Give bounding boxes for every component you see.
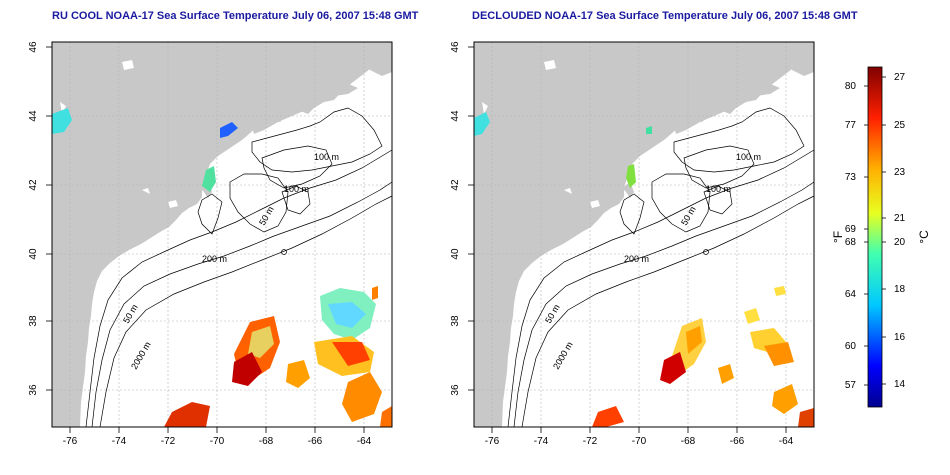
- lat-tick-label: 42: [450, 179, 461, 191]
- c-tick-label: 21: [894, 213, 906, 224]
- lon-tick-label: -76: [485, 436, 500, 447]
- colorbar-scale: [867, 66, 883, 408]
- left-panel-title: RU COOL NOAA-17 Sea Surface Temperature …: [52, 10, 419, 22]
- graticule: [474, 42, 814, 427]
- lon-tick-label: -68: [259, 436, 274, 447]
- fahrenheit-unit-label: °F: [831, 231, 845, 243]
- lat-tick-label: 36: [450, 384, 461, 396]
- c-tick-label: 23: [894, 167, 906, 178]
- c-tick-label: 25: [894, 120, 906, 131]
- lon-tick-label: -72: [583, 436, 598, 447]
- lat-tick-label: 40: [450, 248, 461, 260]
- fahrenheit-ticks: 80 77 73 69 68 64 60 57: [845, 81, 857, 391]
- lat-tick-label: 38: [450, 315, 461, 327]
- lon-tick-label: -74: [534, 436, 549, 447]
- left-lon-axis: -76 -74 -72 -70 -68 -66 -64: [63, 436, 372, 447]
- contour-label: 100 m: [314, 152, 339, 162]
- lon-tick-label: -66: [730, 436, 745, 447]
- map-frame: [473, 41, 815, 428]
- f-tick-label: 57: [845, 380, 857, 391]
- celsius-unit-label: °C: [917, 230, 931, 244]
- lat-tick-label: 40: [28, 248, 39, 260]
- c-tick-label: 20: [894, 237, 906, 248]
- colorbar-tick-marks: [864, 76, 886, 386]
- lon-tick-label: -74: [112, 436, 127, 447]
- c-tick-label: 14: [894, 379, 906, 390]
- contour-label: 200 m: [624, 254, 649, 264]
- right-panel-title: DECLOUDED NOAA-17 Sea Surface Temperatur…: [472, 10, 858, 22]
- f-tick-label: 80: [845, 81, 857, 92]
- lon-tick-label: -64: [357, 436, 372, 447]
- lat-tick-label: 44: [450, 110, 461, 122]
- f-tick-label: 73: [845, 172, 857, 183]
- lon-tick-label: -64: [779, 436, 794, 447]
- right-map-panel: 100 m 100 m 50 m 200 m 50 m 2000 m: [468, 41, 815, 433]
- map-frame: [51, 41, 393, 428]
- lat-tick-label: 38: [28, 315, 39, 327]
- f-tick-label: 68: [845, 237, 857, 248]
- sst-patches: [52, 108, 392, 427]
- f-tick-label: 60: [845, 341, 857, 352]
- lat-tick-label: 44: [28, 110, 39, 122]
- lon-tick-label: -68: [681, 436, 696, 447]
- contour-label: 100 m: [284, 184, 309, 194]
- contour-label: 200 m: [202, 254, 227, 264]
- lat-tick-label: 36: [28, 384, 39, 396]
- sst-patches: [474, 112, 814, 427]
- f-tick-label: 69: [845, 224, 857, 235]
- axis-ticks: [468, 46, 787, 433]
- c-tick-label: 18: [894, 284, 906, 295]
- left-lat-axis: 36 38 40 42 44 46: [28, 41, 39, 396]
- lat-tick-label: 46: [28, 41, 39, 53]
- lon-tick-label: -70: [632, 436, 647, 447]
- contour-label: 100 m: [736, 152, 761, 162]
- c-tick-label: 27: [894, 72, 906, 83]
- right-lon-axis: -76 -74 -72 -70 -68 -66 -64: [485, 436, 794, 447]
- c-tick-label: 16: [894, 332, 906, 343]
- lon-tick-label: -66: [308, 436, 323, 447]
- lat-tick-label: 46: [450, 41, 461, 53]
- left-map-panel: 100 m 100 m 50 m 200 m 50 m 2000 m: [46, 41, 393, 433]
- f-tick-label: 64: [845, 289, 857, 300]
- lon-tick-label: -70: [210, 436, 225, 447]
- contour-label: 100 m: [706, 184, 731, 194]
- lon-tick-label: -76: [63, 436, 78, 447]
- right-lat-axis: 36 38 40 42 44 46: [450, 41, 461, 396]
- axis-ticks: [46, 46, 365, 433]
- lon-tick-label: -72: [161, 436, 176, 447]
- colorbar: 80 77 73 69 68 64 60 57 27 25 23 21 20 1…: [831, 66, 931, 408]
- lat-tick-label: 42: [28, 179, 39, 191]
- f-tick-label: 77: [845, 120, 857, 131]
- celsius-ticks: 27 25 23 21 20 18 16 14: [894, 72, 906, 390]
